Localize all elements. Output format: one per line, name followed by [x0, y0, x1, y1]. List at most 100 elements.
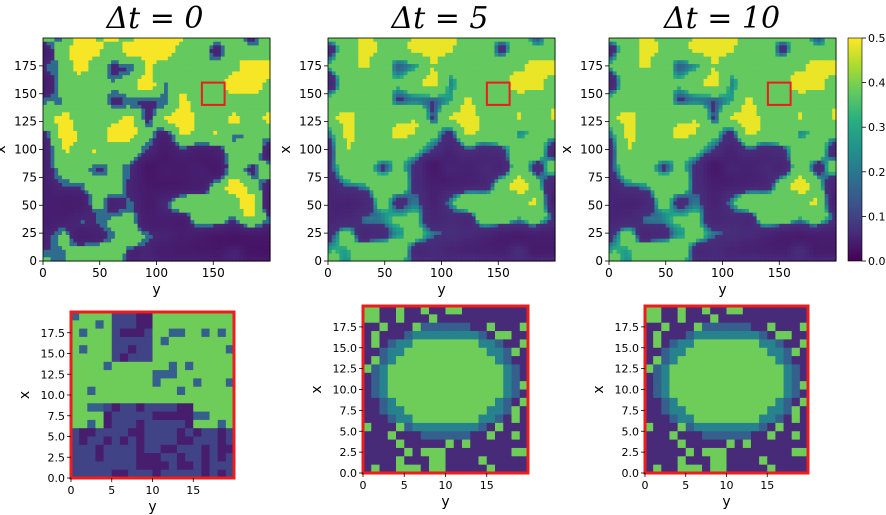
heatmap-cell [524, 71, 530, 76]
heatmap-cell [377, 116, 382, 121]
heatmap-cell [266, 242, 271, 247]
heatmap-cell [156, 108, 161, 113]
heatmap-cell [133, 123, 139, 128]
heatmap-cell [111, 197, 116, 203]
heatmap-cell [103, 249, 108, 255]
heatmap-cell [198, 75, 203, 80]
heatmap-cell [122, 212, 127, 217]
heatmap-cell [103, 116, 108, 121]
heatmap-cell [69, 60, 74, 65]
heatmap-cell [171, 212, 177, 217]
heatmap-cell [235, 60, 241, 65]
heatmap-cell [251, 164, 256, 169]
heatmap-cell [164, 52, 169, 58]
heatmap-cell [114, 45, 120, 50]
heatmap-cell [335, 90, 340, 95]
heatmap-cell [224, 223, 229, 229]
heatmap-cell [80, 127, 86, 132]
heatmap-cell [194, 246, 199, 251]
heatmap-cell [182, 45, 188, 50]
heatmap-cell [137, 257, 142, 262]
heatmap-cell [262, 78, 267, 84]
heatmap-cell [156, 38, 161, 43]
heatmap-cell [175, 249, 180, 255]
heatmap-cell [258, 220, 264, 225]
heatmap-cell [92, 246, 97, 251]
heatmap-cell [486, 64, 492, 69]
heatmap-cell [426, 93, 431, 99]
heatmap-cell [186, 249, 192, 255]
heatmap-cell [54, 101, 59, 106]
heatmap-cell [152, 142, 158, 147]
heatmap-cell [205, 227, 211, 232]
heatmap-cell [205, 45, 211, 50]
heatmap-cell [171, 82, 177, 87]
heatmap-cell [343, 60, 348, 65]
heatmap-cell [418, 101, 424, 106]
heatmap-cell [137, 208, 142, 214]
heatmap-cell [58, 38, 63, 43]
heatmap-cell [266, 194, 271, 199]
heatmap-cell [407, 104, 412, 110]
heatmap-cell [137, 182, 142, 188]
heatmap-cell [198, 153, 203, 158]
heatmap-cell [239, 116, 245, 121]
heatmap-cell [73, 234, 78, 240]
heatmap-cell [164, 231, 169, 236]
heatmap-cell [99, 38, 105, 43]
heatmap-cell [107, 82, 112, 87]
heatmap-cell [46, 212, 52, 217]
heatmap-cell [73, 112, 78, 117]
heatmap-cell [58, 182, 63, 188]
heatmap-cell [445, 101, 450, 106]
heatmap-cell [80, 52, 86, 58]
heatmap-cell [114, 205, 120, 210]
heatmap-cell [262, 97, 267, 102]
heatmap-cell [205, 190, 211, 195]
heatmap-cell [145, 190, 150, 195]
heatmap-cell [118, 156, 124, 162]
heatmap-cell [182, 208, 188, 214]
heatmap-cell [467, 75, 473, 80]
heatmap-cell [228, 138, 233, 143]
heatmap-cell [266, 86, 271, 91]
heatmap-cell [73, 93, 78, 99]
heatmap-cell [145, 112, 150, 117]
heatmap-cell [156, 104, 161, 110]
heatmap-cell [517, 104, 522, 110]
heatmap-cell [532, 93, 537, 99]
heatmap-cell [369, 93, 374, 99]
heatmap-cell [201, 242, 207, 247]
heatmap-cell [43, 78, 48, 84]
heatmap-cell [502, 86, 507, 91]
heatmap-cell [254, 101, 260, 106]
heatmap-cell [148, 242, 154, 247]
heatmap-cell [254, 127, 260, 132]
heatmap-cell [152, 49, 158, 54]
heatmap-cell [445, 108, 450, 113]
heatmap-cell [243, 171, 248, 177]
heatmap-cell [362, 49, 367, 54]
heatmap-cell [114, 179, 120, 184]
heatmap-cell [528, 64, 533, 69]
heatmap-cell [384, 119, 390, 125]
heatmap-cell [232, 175, 237, 180]
heatmap-cell [365, 56, 371, 61]
heatmap-cell [194, 130, 199, 136]
heatmap-cell [358, 38, 363, 43]
heatmap-cell [509, 38, 514, 43]
heatmap-cell [107, 45, 112, 50]
heatmap-cell [235, 130, 241, 136]
heatmap-cell [528, 90, 533, 95]
heatmap-cell [380, 116, 386, 121]
heatmap-cell [69, 90, 74, 95]
heatmap-cell [232, 179, 237, 184]
heatmap-cell [464, 75, 469, 80]
heatmap-cell [148, 90, 154, 95]
heatmap-cell [201, 60, 207, 65]
heatmap-cell [430, 93, 435, 99]
heatmap-cell [145, 119, 150, 125]
heatmap-cell [232, 86, 237, 91]
heatmap-cell [164, 67, 169, 73]
heatmap-cell [95, 104, 101, 110]
